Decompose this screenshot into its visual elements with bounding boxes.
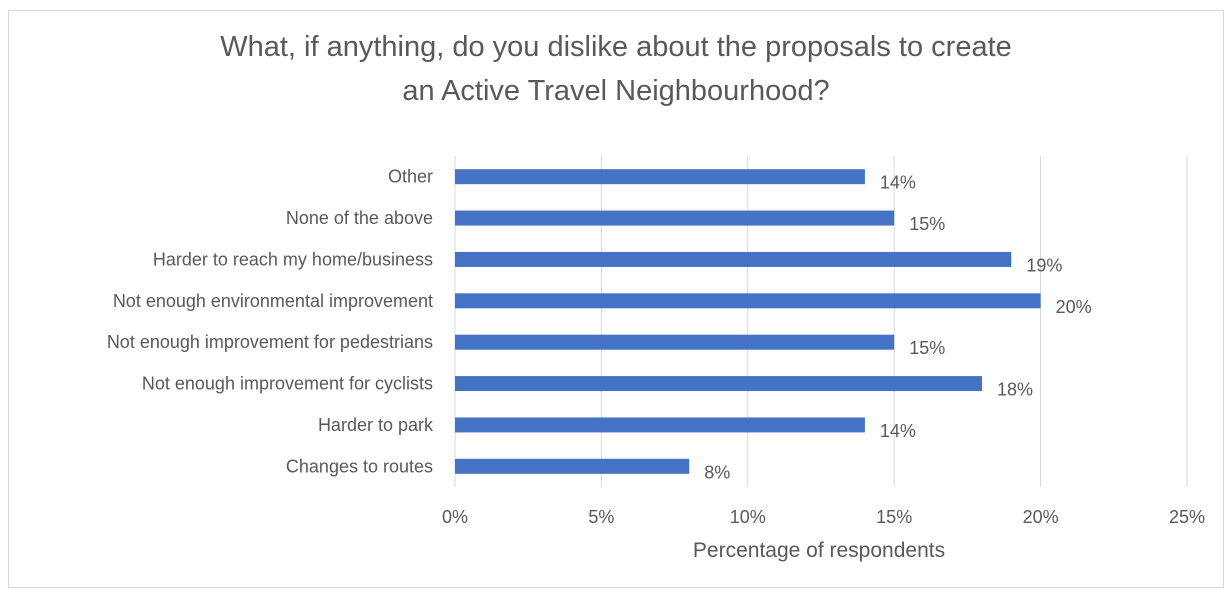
data-label: 15%: [909, 214, 945, 234]
category-label: Not enough improvement for pedestrians: [107, 332, 433, 352]
x-tick-label: 10%: [730, 507, 766, 527]
bar: [455, 417, 865, 433]
x-tick-label: 20%: [1023, 507, 1059, 527]
x-tick-label: 15%: [876, 507, 912, 527]
chart-frame: What, if anything, do you dislike about …: [8, 10, 1224, 588]
data-label: 15%: [909, 338, 945, 358]
data-label: 8%: [704, 462, 730, 482]
category-label: None of the above: [286, 208, 433, 228]
bar: [455, 293, 1041, 309]
category-label: Not enough improvement for cyclists: [142, 374, 433, 394]
bar: [455, 251, 1012, 267]
category-label: Harder to reach my home/business: [153, 249, 433, 269]
category-label: Harder to park: [318, 415, 434, 435]
chart-title-line-1: What, if anything, do you dislike about …: [220, 31, 1012, 63]
category-label: Other: [388, 167, 433, 187]
x-tick-label: 25%: [1169, 507, 1205, 527]
chart-title: What, if anything, do you dislike about …: [9, 25, 1223, 113]
x-axis-title: Percentage of respondents: [693, 539, 945, 562]
category-label: Not enough environmental improvement: [113, 291, 433, 311]
data-label: 14%: [880, 173, 916, 193]
bar: [455, 334, 895, 350]
category-label: Changes to routes: [286, 456, 433, 476]
data-label: 20%: [1056, 297, 1092, 317]
data-label: 18%: [997, 380, 1033, 400]
bar-chart: 0% 5% 10% 15% 20% 25% Other 14% None of the abov…: [107, 156, 1205, 562]
data-label: 19%: [1026, 255, 1062, 275]
bar: [455, 458, 690, 474]
bar: [455, 210, 895, 226]
bar: [455, 169, 865, 185]
data-label: 14%: [880, 421, 916, 441]
chart-title-line-2: an Active Travel Neighbourhood?: [402, 75, 830, 107]
x-tick-label: 5%: [588, 507, 614, 527]
bar: [455, 376, 983, 392]
x-tick-label: 0%: [442, 507, 468, 527]
